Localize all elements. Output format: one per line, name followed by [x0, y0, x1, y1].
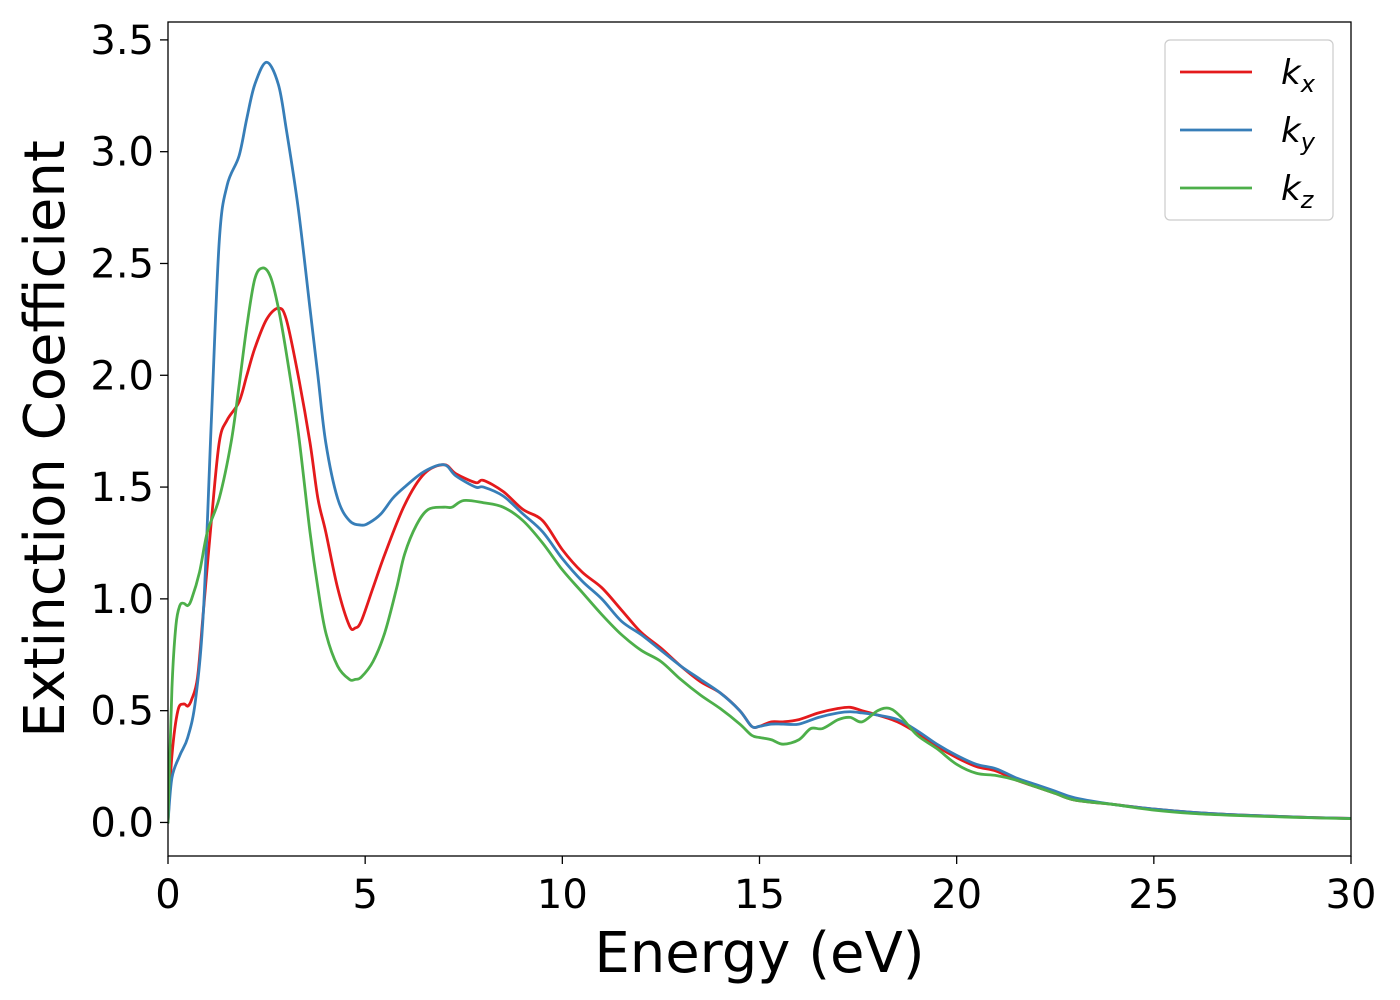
y-tick-label: 2.5 — [90, 241, 154, 287]
x-tick-label: 10 — [537, 872, 588, 918]
y-tick-label: 0.0 — [90, 800, 154, 846]
y-tick-label: 1.5 — [90, 465, 154, 511]
y-tick-label: 3.0 — [90, 130, 154, 176]
series-layer — [168, 60, 1351, 824]
x-tick-label: 5 — [352, 872, 377, 918]
x-tick-label: 15 — [734, 872, 785, 918]
y-tick-label: 0.5 — [90, 689, 154, 735]
series-line-k-z — [168, 266, 1351, 824]
x-tick-label: 25 — [1128, 872, 1179, 918]
legend: kx ky kz — [1164, 39, 1334, 221]
legend-label-z: kz — [1281, 169, 1315, 214]
series-line-k-y — [168, 60, 1351, 824]
x-tick-label: 30 — [1326, 872, 1377, 918]
legend-label-x: kx — [1281, 53, 1316, 98]
y-tick-label: 3.5 — [90, 18, 154, 64]
x-tick-label: 0 — [155, 872, 180, 918]
y-tick-label: 2.0 — [90, 353, 154, 399]
legend-label-y: ky — [1281, 111, 1316, 156]
y-tick-label: 1.0 — [90, 577, 154, 623]
x-axis: 0 5 10 15 20 25 30 — [155, 856, 1376, 918]
y-axis: 0.0 0.5 1.0 1.5 2.0 2.5 3.0 3.5 — [90, 18, 168, 846]
x-axis-label: Energy (eV) — [594, 921, 924, 986]
x-tick-label: 20 — [931, 872, 982, 918]
series-line-k-x — [168, 306, 1351, 824]
y-axis-label: Extinction Coefficient — [13, 140, 78, 738]
